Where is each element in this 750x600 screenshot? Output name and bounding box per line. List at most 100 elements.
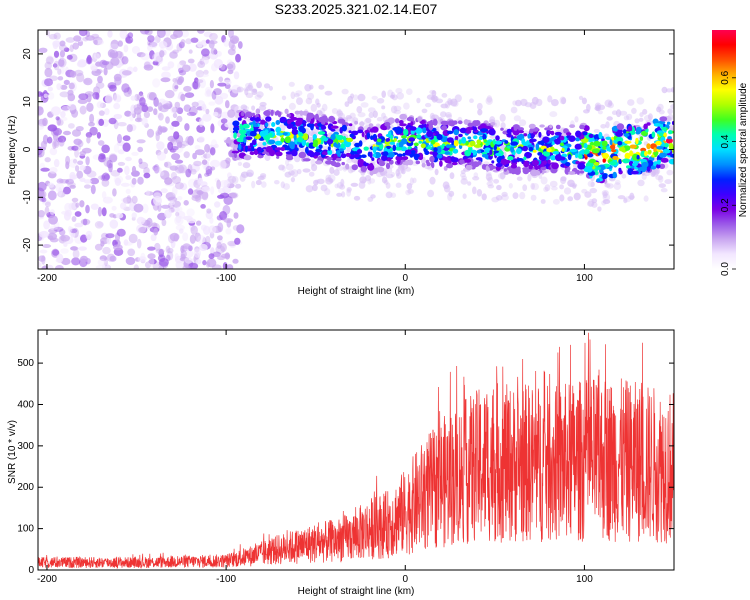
spectrogram-cell [409, 177, 414, 186]
spectrogram-cell [567, 166, 571, 171]
spectrogram-cell [646, 143, 651, 150]
spectrogram-cell [90, 184, 96, 195]
spectrogram-cell [165, 245, 171, 254]
spectrogram-cell [346, 158, 353, 164]
spectrogram-cell [183, 85, 192, 92]
spectrogram-cell [402, 156, 409, 161]
spectrogram-cell [420, 143, 426, 149]
spectrogram-cell [428, 124, 434, 131]
spectrogram-cell [85, 230, 93, 240]
spectrogram-cell [172, 49, 179, 54]
spectrogram-cell [597, 166, 601, 170]
snr-x-ticks: -200 -100 0 100 [37, 330, 593, 585]
spectrogram-cell [268, 139, 276, 145]
spectrogram-cell [575, 137, 581, 142]
spectrogram-cell [138, 91, 144, 96]
spectrogram-cell [379, 171, 386, 176]
spectrogram-cell [426, 130, 433, 138]
spectrogram-cell [58, 138, 65, 147]
spectrogram-cell [356, 106, 363, 114]
spectrogram-cell [146, 217, 153, 228]
spectrogram-cell [282, 132, 288, 136]
spectrogram-cell [143, 64, 154, 71]
spectrogram-cell [232, 120, 240, 127]
spectrogram-cell [259, 130, 267, 137]
spectrogram-cell [435, 98, 444, 104]
spectrogram-cell [74, 211, 82, 217]
spectrogram-cell [440, 103, 449, 109]
spectrogram-cell [626, 165, 631, 169]
spectrogram-cell [251, 105, 256, 111]
spectrogram-cell [445, 112, 452, 118]
spectrogram-y-ticks: -20 -10 0 10 20 [22, 48, 674, 252]
spectrogram-cell [671, 149, 674, 153]
spectrogram-cell [567, 196, 574, 202]
spectrogram-cell [463, 158, 472, 163]
spectrogram-cell [510, 106, 518, 114]
spectrogram-cell [378, 161, 386, 167]
spectrogram-cell [39, 230, 49, 238]
spectrogram-cell [523, 156, 527, 161]
spectrogram-cell [113, 113, 123, 120]
spectrogram-cell [46, 264, 54, 269]
spectrogram-cell [143, 172, 151, 179]
spectrogram-cell [653, 168, 660, 174]
spectrogram-cell [665, 137, 673, 144]
spectrogram-cell [117, 122, 127, 127]
spectrogram-cell [131, 151, 139, 156]
spectrogram-cell [591, 201, 598, 208]
x-tick-label: -100 [216, 574, 236, 585]
spectrogram-cell [547, 95, 553, 103]
spectrogram-cell [608, 177, 616, 182]
spectrogram-cell [76, 61, 86, 68]
spectrogram-cell [125, 175, 132, 180]
spectrogram-cell [290, 91, 296, 100]
spectrogram-cell [197, 61, 206, 68]
spectrogram-cell [55, 116, 60, 121]
spectrogram-cell [100, 240, 105, 247]
spectrogram-cell [191, 80, 201, 90]
spectrogram-cell [96, 132, 101, 139]
spectrogram-cell [613, 182, 622, 191]
spectrogram-cell [426, 121, 435, 126]
spectrogram-cell [57, 76, 64, 81]
spectrogram-cell [586, 200, 595, 207]
spectrogram-cell [301, 139, 307, 147]
spectrogram-cell [204, 172, 210, 177]
spectrogram-cell [188, 262, 199, 269]
spectrogram-cell [528, 164, 533, 170]
spectrogram-cell [196, 124, 206, 133]
spectrogram-cell [176, 206, 183, 213]
spectrogram-cell [263, 83, 271, 89]
spectrogram-cell [583, 125, 590, 132]
y-tick-label: -10 [22, 190, 33, 205]
spectrogram-cell [174, 159, 184, 164]
spectrogram-cell [124, 165, 130, 176]
spectrogram-cell [167, 196, 178, 202]
spectrogram-cell [387, 130, 392, 138]
spectrogram-cell [153, 166, 162, 173]
spectrogram-cell [229, 241, 237, 249]
spectrogram-cell [109, 219, 119, 229]
spectrogram-cell [224, 139, 234, 144]
spectrogram-cell [112, 188, 117, 197]
spectrogram-cell [297, 136, 304, 143]
spectrogram-cell [157, 125, 163, 135]
spectrogram-cell [623, 115, 630, 121]
y-tick-label: 10 [22, 96, 33, 108]
spectrogram-cell [63, 79, 70, 86]
spectrogram-cell [164, 161, 172, 169]
spectrogram-cell [59, 64, 65, 75]
spectrogram-cell [191, 101, 199, 108]
spectrogram-cell [161, 66, 171, 71]
spectrogram-cell [190, 163, 200, 173]
spectrogram-cell [555, 124, 561, 130]
x-tick-label: -200 [37, 574, 57, 585]
spectrogram-cell [85, 30, 91, 37]
spectrogram-cell [381, 105, 386, 110]
spectrogram-cell [385, 162, 391, 170]
spectrogram-cell [451, 162, 458, 166]
spectrogram-cell [85, 204, 90, 214]
spectrogram-cell [131, 212, 137, 219]
spectrogram-cell [179, 182, 188, 191]
